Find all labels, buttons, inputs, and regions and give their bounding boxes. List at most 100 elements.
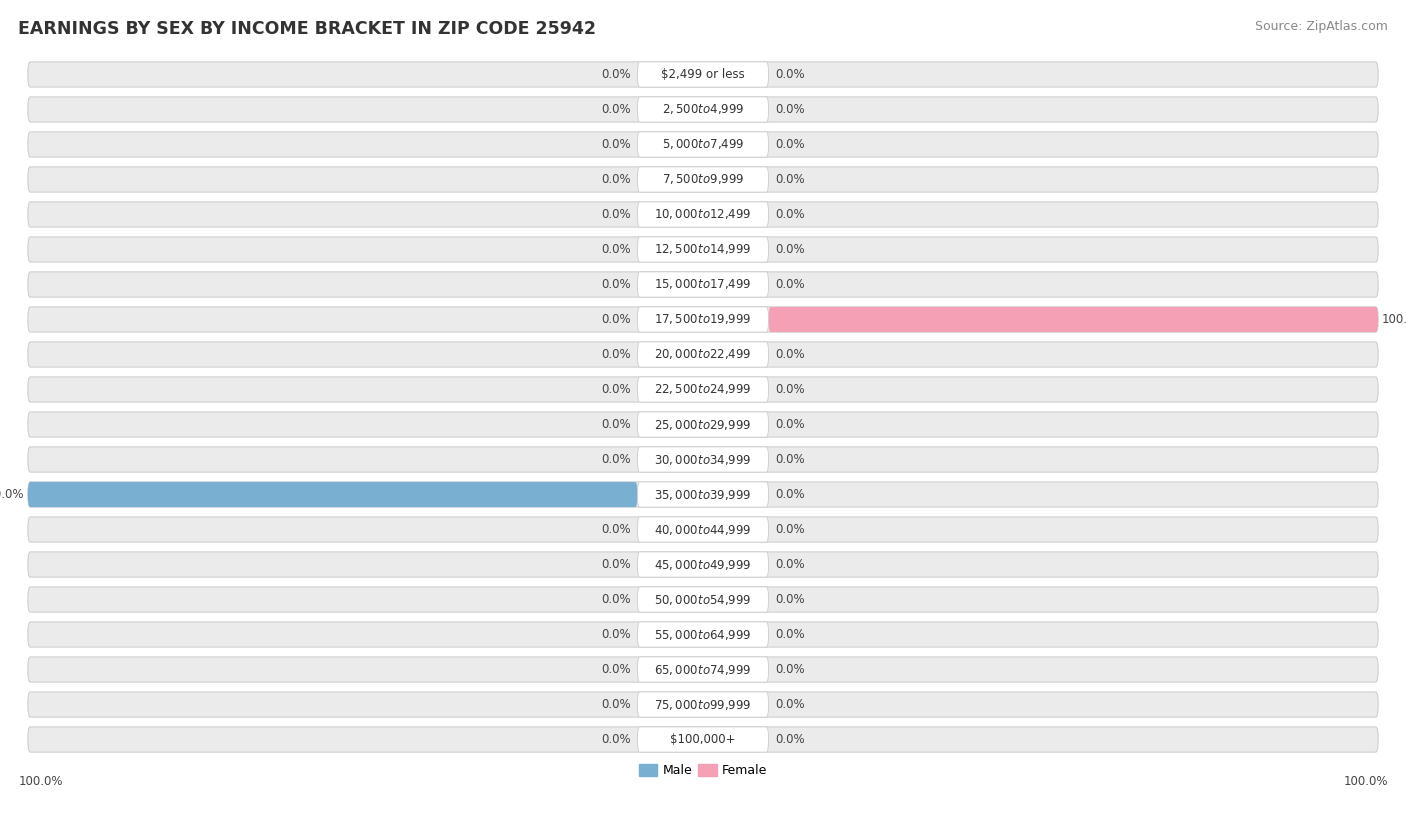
Text: 0.0%: 0.0% [775,488,806,501]
FancyBboxPatch shape [637,552,769,577]
Text: 0.0%: 0.0% [775,558,806,571]
Text: 0.0%: 0.0% [600,103,631,116]
Text: $15,000 to $17,499: $15,000 to $17,499 [654,278,752,291]
Text: 0.0%: 0.0% [600,173,631,186]
FancyBboxPatch shape [28,307,1378,332]
FancyBboxPatch shape [637,202,769,227]
FancyBboxPatch shape [637,447,769,472]
Text: $75,000 to $99,999: $75,000 to $99,999 [654,698,752,711]
Text: 0.0%: 0.0% [775,173,806,186]
FancyBboxPatch shape [28,727,1378,752]
FancyBboxPatch shape [637,412,769,437]
Text: 0.0%: 0.0% [775,593,806,606]
FancyBboxPatch shape [28,167,1378,192]
Text: 0.0%: 0.0% [600,698,631,711]
FancyBboxPatch shape [28,202,1378,227]
FancyBboxPatch shape [28,62,1378,87]
Text: 0.0%: 0.0% [600,523,631,536]
Text: 0.0%: 0.0% [600,138,631,151]
FancyBboxPatch shape [637,97,769,122]
FancyBboxPatch shape [28,132,1378,157]
Text: $12,500 to $14,999: $12,500 to $14,999 [654,243,752,256]
Text: 0.0%: 0.0% [600,628,631,641]
Text: $17,500 to $19,999: $17,500 to $19,999 [654,313,752,326]
Text: 0.0%: 0.0% [600,313,631,326]
Text: 0.0%: 0.0% [600,418,631,431]
Text: 100.0%: 100.0% [18,775,63,788]
FancyBboxPatch shape [28,237,1378,262]
FancyBboxPatch shape [637,62,769,87]
Text: 0.0%: 0.0% [775,418,806,431]
Text: $22,500 to $24,999: $22,500 to $24,999 [654,383,752,396]
Text: 0.0%: 0.0% [775,68,806,81]
Text: Source: ZipAtlas.com: Source: ZipAtlas.com [1254,20,1388,33]
Text: 0.0%: 0.0% [775,208,806,221]
Text: 100.0%: 100.0% [0,488,24,501]
FancyBboxPatch shape [637,272,769,297]
Text: 0.0%: 0.0% [600,453,631,466]
Text: $2,500 to $4,999: $2,500 to $4,999 [662,103,744,116]
FancyBboxPatch shape [28,517,1378,542]
Text: 0.0%: 0.0% [775,383,806,396]
FancyBboxPatch shape [28,482,637,507]
FancyBboxPatch shape [28,342,1378,367]
Text: $20,000 to $22,499: $20,000 to $22,499 [654,348,752,361]
Text: $35,000 to $39,999: $35,000 to $39,999 [654,488,752,501]
FancyBboxPatch shape [28,552,1378,577]
Text: $40,000 to $44,999: $40,000 to $44,999 [654,523,752,536]
FancyBboxPatch shape [28,447,1378,472]
Text: 0.0%: 0.0% [600,733,631,746]
Text: $65,000 to $74,999: $65,000 to $74,999 [654,663,752,676]
Text: 0.0%: 0.0% [775,733,806,746]
Text: 100.0%: 100.0% [1382,313,1406,326]
Text: 0.0%: 0.0% [775,628,806,641]
Text: 0.0%: 0.0% [600,663,631,676]
Text: 0.0%: 0.0% [600,593,631,606]
Text: 0.0%: 0.0% [775,103,806,116]
Text: $45,000 to $49,999: $45,000 to $49,999 [654,558,752,571]
FancyBboxPatch shape [28,272,1378,297]
Text: 0.0%: 0.0% [600,383,631,396]
FancyBboxPatch shape [769,307,1378,332]
Text: 0.0%: 0.0% [775,243,806,256]
Text: 0.0%: 0.0% [775,523,806,536]
Text: 0.0%: 0.0% [600,278,631,291]
FancyBboxPatch shape [28,692,1378,717]
Text: EARNINGS BY SEX BY INCOME BRACKET IN ZIP CODE 25942: EARNINGS BY SEX BY INCOME BRACKET IN ZIP… [18,20,596,38]
FancyBboxPatch shape [637,517,769,542]
Text: $2,499 or less: $2,499 or less [661,68,745,81]
Text: $55,000 to $64,999: $55,000 to $64,999 [654,628,752,641]
FancyBboxPatch shape [28,657,1378,682]
Text: $25,000 to $29,999: $25,000 to $29,999 [654,418,752,431]
FancyBboxPatch shape [28,412,1378,437]
FancyBboxPatch shape [637,482,769,507]
Text: 0.0%: 0.0% [600,208,631,221]
FancyBboxPatch shape [637,132,769,157]
FancyBboxPatch shape [637,237,769,262]
Text: $100,000+: $100,000+ [671,733,735,746]
Text: 0.0%: 0.0% [775,698,806,711]
Text: 0.0%: 0.0% [600,243,631,256]
Text: 0.0%: 0.0% [775,348,806,361]
Text: 0.0%: 0.0% [600,558,631,571]
FancyBboxPatch shape [637,622,769,647]
Text: 0.0%: 0.0% [775,278,806,291]
Text: 0.0%: 0.0% [775,663,806,676]
Text: $10,000 to $12,499: $10,000 to $12,499 [654,208,752,221]
Text: 100.0%: 100.0% [1343,775,1388,788]
Text: 0.0%: 0.0% [775,138,806,151]
FancyBboxPatch shape [637,657,769,682]
Text: 0.0%: 0.0% [600,348,631,361]
Legend: Male, Female: Male, Female [634,759,772,782]
FancyBboxPatch shape [637,727,769,752]
FancyBboxPatch shape [637,692,769,717]
FancyBboxPatch shape [28,482,1378,507]
Text: $30,000 to $34,999: $30,000 to $34,999 [654,453,752,466]
FancyBboxPatch shape [637,342,769,367]
FancyBboxPatch shape [637,587,769,612]
FancyBboxPatch shape [28,97,1378,122]
Text: 0.0%: 0.0% [600,68,631,81]
FancyBboxPatch shape [28,622,1378,647]
FancyBboxPatch shape [28,587,1378,612]
FancyBboxPatch shape [637,377,769,402]
